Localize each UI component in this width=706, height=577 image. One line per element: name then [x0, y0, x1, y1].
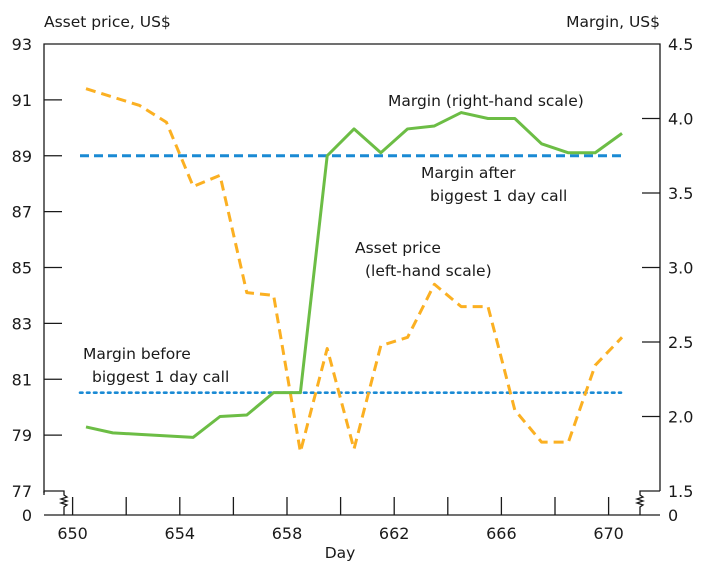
left-tick-label: 93: [12, 35, 32, 54]
x-tick-label: 654: [165, 524, 196, 543]
margin-line: [86, 113, 622, 438]
right-tick-label: 3.5: [668, 184, 693, 203]
left-tick-label: 91: [12, 91, 32, 110]
annotation-margin-after-1: Margin after: [421, 164, 516, 182]
axes: 93 91 89 87 85 83 81 79 77 0 4.5 4.0 3.5 3.0 2.5 2.0 1.5…: [12, 35, 694, 543]
right-tick-label: 4.0: [668, 110, 693, 129]
right-tick-label: 1.5: [668, 482, 693, 501]
x-tick-label: 662: [379, 524, 410, 543]
left-tick-label: 89: [12, 147, 32, 166]
x-tick-label: 650: [57, 524, 88, 543]
right-tick-label: 3.0: [668, 259, 693, 278]
annotation-margin-before-2: biggest 1 day call: [92, 368, 229, 386]
right-axis-break-icon: [637, 491, 660, 515]
annotation-margin-before-1: Margin before: [83, 345, 191, 363]
left-tick-label: 79: [12, 426, 32, 445]
annotation-margin-after-2: biggest 1 day call: [430, 187, 567, 205]
left-tick-label: 83: [12, 314, 32, 333]
left-axis-title: Asset price, US$: [44, 13, 171, 31]
right-axis-title: Margin, US$: [566, 13, 660, 31]
left-tick-label: 81: [12, 370, 32, 389]
annotation-asset-price-2: (left-hand scale): [365, 262, 492, 280]
right-tick-label: 2.0: [668, 408, 693, 427]
plot-frame: [44, 44, 660, 495]
right-tick-label: 2.5: [668, 333, 693, 352]
left-tick-label: 85: [12, 259, 32, 278]
x-tick-label: 670: [593, 524, 624, 543]
left-tick-label: 87: [12, 203, 32, 222]
x-axis-title: Day: [325, 544, 356, 562]
annotation-margin-line: Margin (right-hand scale): [388, 92, 584, 110]
annotation-asset-price-1: Asset price: [355, 239, 441, 257]
left-axis-break-icon: [44, 491, 67, 515]
right-tick-label: 4.5: [668, 35, 693, 54]
left-tick-label: 77: [12, 482, 32, 501]
series-lines: [86, 89, 622, 452]
left-tick-label: 0: [22, 506, 32, 525]
x-tick-label: 666: [486, 524, 517, 543]
right-tick-label: 0: [668, 506, 678, 525]
x-tick-label: 658: [272, 524, 303, 543]
